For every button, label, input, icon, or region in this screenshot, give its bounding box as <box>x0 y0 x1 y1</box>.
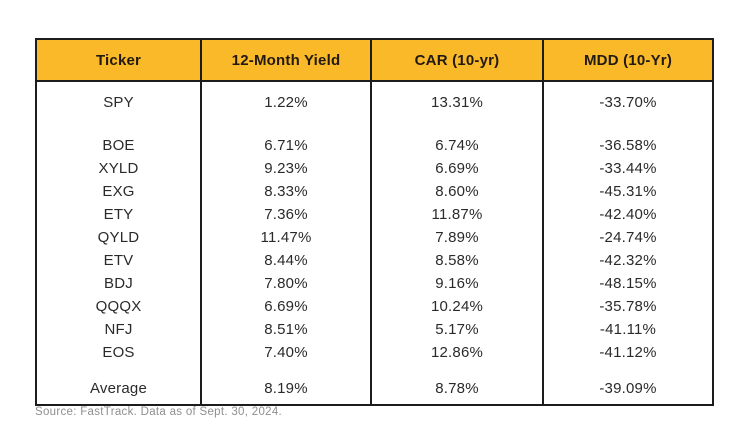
ticker-cell: ETY <box>103 206 134 223</box>
ticker-cell: ETV <box>103 252 134 269</box>
table-row: BOE 6.71% 6.74% -36.58% <box>36 134 713 157</box>
table-row: BDJ 7.80% 9.16% -48.15% <box>36 272 713 295</box>
mdd-cell: -41.12% <box>542 341 713 364</box>
yield-cell: 7.36% <box>200 203 371 226</box>
ticker-cell: BOE <box>102 137 135 154</box>
car-cell: 8.58% <box>370 249 543 272</box>
table-row: ETY 7.36% 11.87% -42.40% <box>36 203 713 226</box>
yield-cell: 7.80% <box>200 272 371 295</box>
ticker-cell: SPY <box>103 93 134 111</box>
spacer-row <box>36 122 713 134</box>
mdd-cell: -33.70% <box>542 81 713 122</box>
spacer-cell <box>36 364 201 372</box>
table-row: QYLD 11.47% 7.89% -24.74% <box>36 226 713 249</box>
yield-cell: 6.69% <box>200 295 371 318</box>
car-cell: 9.16% <box>370 272 543 295</box>
ticker-cell: XYLD <box>98 160 139 177</box>
yield-cell: 8.44% <box>200 249 371 272</box>
source-note: Source: FastTrack. Data as of Sept. 30, … <box>35 406 283 418</box>
header-row: Ticker 12-Month Yield CAR (10-yr) MDD (1… <box>36 39 713 82</box>
spacer-cell <box>370 122 543 134</box>
yield-cell: 11.47% <box>200 226 371 249</box>
ticker-cell: EXG <box>102 183 135 200</box>
spacer-cell <box>370 364 543 372</box>
ticker-cell: QYLD <box>97 229 140 246</box>
col-header-ticker: Ticker <box>36 39 201 82</box>
yield-cell: 7.40% <box>200 341 371 364</box>
ticker-cell: QQQX <box>95 298 142 315</box>
col-header-yield: 12-Month Yield <box>200 39 371 82</box>
spacer-row <box>36 364 713 372</box>
mdd-cell: -48.15% <box>542 272 713 295</box>
car-cell: 10.24% <box>370 295 543 318</box>
yield-cell: 9.23% <box>200 157 371 180</box>
car-cell: 5.17% <box>370 318 543 341</box>
table-body: SPY 1.22% 13.31% -33.70% BOE 6.71% 6.74% -36.58… <box>36 81 713 405</box>
yield-cell: 8.33% <box>200 180 371 203</box>
mdd-cell: -24.74% <box>542 226 713 249</box>
car-cell: 12.86% <box>370 341 543 364</box>
ticker-cell: Average <box>90 379 147 397</box>
car-cell: 6.74% <box>370 134 543 157</box>
table-row: EOS 7.40% 12.86% -41.12% <box>36 341 713 364</box>
car-cell: 11.87% <box>370 203 543 226</box>
yield-cell: 6.71% <box>200 134 371 157</box>
spacer-cell <box>36 122 201 134</box>
mdd-cell: -42.32% <box>542 249 713 272</box>
mdd-cell: -45.31% <box>542 180 713 203</box>
table-row: EXG 8.33% 8.60% -45.31% <box>36 180 713 203</box>
col-header-car: CAR (10-yr) <box>370 39 543 82</box>
car-cell: 8.60% <box>370 180 543 203</box>
spacer-cell <box>200 364 371 372</box>
car-cell: 7.89% <box>370 226 543 249</box>
ticker-cell: EOS <box>102 344 135 361</box>
benchmark-row: SPY 1.22% 13.31% -33.70% <box>36 81 713 122</box>
table-row: QQQX 6.69% 10.24% -35.78% <box>36 295 713 318</box>
mdd-cell: -41.11% <box>542 318 713 341</box>
table-row: NFJ 8.51% 5.17% -41.11% <box>36 318 713 341</box>
yield-cell: 1.22% <box>200 81 371 122</box>
car-cell: 6.69% <box>370 157 543 180</box>
yield-cell: 8.51% <box>200 318 371 341</box>
mdd-cell: -42.40% <box>542 203 713 226</box>
spacer-cell <box>542 122 713 134</box>
car-cell: 8.78% <box>370 372 543 405</box>
mdd-cell: -33.44% <box>542 157 713 180</box>
mdd-cell: -39.09% <box>542 372 713 405</box>
yield-cell: 8.19% <box>200 372 371 405</box>
table-row: ETV 8.44% 8.58% -42.32% <box>36 249 713 272</box>
ticker-cell: BDJ <box>104 275 133 292</box>
average-row: Average 8.19% 8.78% -39.09% <box>36 372 713 405</box>
col-header-mdd: MDD (10-Yr) <box>542 39 713 82</box>
etf-performance-table: Ticker 12-Month Yield CAR (10-yr) MDD (1… <box>35 38 714 406</box>
car-cell: 13.31% <box>370 81 543 122</box>
table-row: XYLD 9.23% 6.69% -33.44% <box>36 157 713 180</box>
mdd-cell: -36.58% <box>542 134 713 157</box>
spacer-cell <box>200 122 371 134</box>
spacer-cell <box>542 364 713 372</box>
ticker-cell: NFJ <box>104 321 133 338</box>
mdd-cell: -35.78% <box>542 295 713 318</box>
